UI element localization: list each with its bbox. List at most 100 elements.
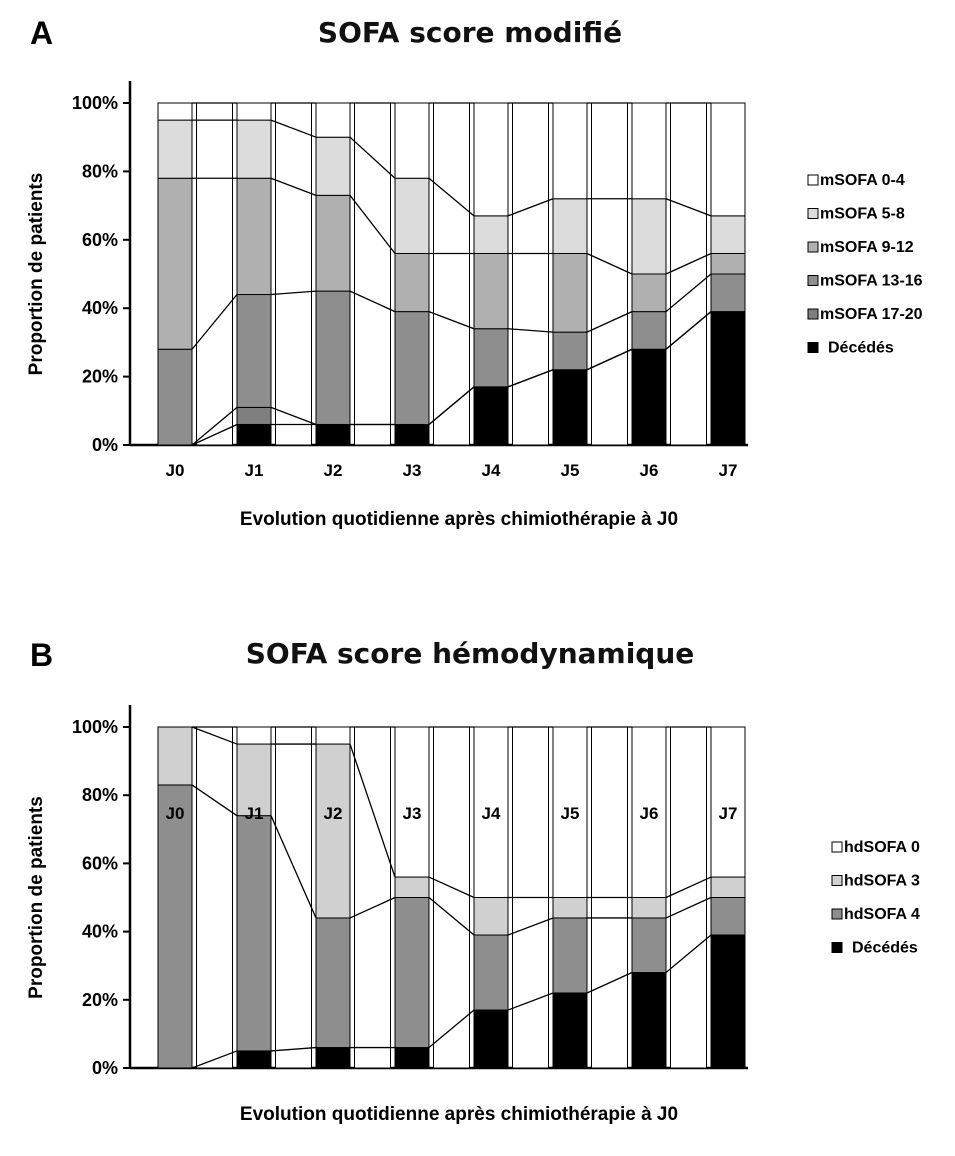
legend-label: Décédés bbox=[852, 940, 918, 957]
bar-segment bbox=[631, 198, 667, 275]
chart-panel-b: B SOFA score hémodynamique Proportion de p… bbox=[26, 637, 920, 1125]
bar-segment bbox=[394, 726, 430, 878]
bar-segment bbox=[473, 934, 509, 1011]
bar-segment bbox=[473, 328, 509, 388]
x-tick-label: J4 bbox=[482, 461, 501, 480]
bar-segment bbox=[394, 423, 430, 446]
bar-segment bbox=[631, 726, 667, 898]
legend-label: hdSOFA 4 bbox=[844, 906, 920, 923]
bar-segment bbox=[631, 972, 667, 1069]
gap-bar bbox=[670, 726, 707, 1069]
panel-letter: A bbox=[30, 15, 53, 51]
legend-swatch bbox=[807, 174, 819, 186]
x-tick-label: J0 bbox=[166, 461, 185, 480]
bar-segment bbox=[157, 784, 193, 1069]
bar-segment bbox=[236, 815, 272, 1052]
bar-segment bbox=[315, 743, 351, 919]
series-connector-line bbox=[586, 252, 633, 275]
legend-swatch bbox=[831, 875, 843, 886]
series-connector-line bbox=[586, 311, 633, 333]
bar-segment bbox=[631, 917, 667, 974]
series-connector-line bbox=[270, 1046, 317, 1052]
series-connector-line bbox=[428, 386, 475, 425]
bar-segment bbox=[394, 897, 430, 1049]
series-connector-line bbox=[428, 1009, 475, 1049]
bar-segment bbox=[552, 331, 588, 371]
y-tick-label: 80% bbox=[82, 161, 118, 181]
bar-segment bbox=[236, 294, 272, 408]
bar-segment bbox=[552, 102, 588, 200]
legend: hdSOFA 0 hdSOFA 3 hdSOFA 4 Décédés bbox=[831, 839, 920, 957]
gap-bar bbox=[275, 726, 312, 1069]
bar-segment bbox=[157, 177, 193, 350]
y-tick-label: 20% bbox=[82, 990, 118, 1010]
x-tick-label: J3 bbox=[403, 804, 422, 823]
gap-bar bbox=[591, 102, 628, 446]
bar-segment bbox=[473, 252, 509, 330]
series-connector-line bbox=[507, 917, 554, 936]
bar-segment bbox=[710, 273, 746, 313]
bar-segment bbox=[710, 252, 746, 275]
bar-segment bbox=[236, 1050, 272, 1069]
x-axis-label: Evolution quotidienne après chimiothérap… bbox=[240, 1104, 678, 1125]
bar-segment bbox=[473, 102, 509, 217]
legend-label: hdSOFA 0 bbox=[844, 839, 920, 856]
bar-segment bbox=[710, 311, 746, 446]
series-connector-line bbox=[428, 897, 475, 936]
series-connector-line bbox=[507, 369, 554, 388]
y-axis-label: Proportion de patients bbox=[26, 796, 47, 999]
legend-swatch bbox=[831, 942, 843, 953]
bar-segment bbox=[236, 406, 272, 425]
x-tick-label: J6 bbox=[640, 804, 659, 823]
bar-segment bbox=[394, 252, 430, 313]
series-connector-line bbox=[665, 896, 712, 919]
bar-segment bbox=[710, 726, 746, 878]
series-connector-line bbox=[507, 328, 554, 333]
bar-segment bbox=[473, 1009, 509, 1069]
series-connector-line bbox=[191, 1050, 238, 1069]
bar-segment bbox=[710, 876, 746, 898]
y-tick-label: 100% bbox=[72, 93, 118, 113]
x-tick-label: J0 bbox=[166, 804, 185, 823]
bar-segment bbox=[394, 1047, 430, 1069]
legend-swatch bbox=[807, 308, 819, 320]
gap-bar bbox=[433, 102, 470, 446]
series-connector-line bbox=[270, 290, 317, 296]
bar-segment bbox=[631, 897, 667, 919]
x-tick-label: J1 bbox=[245, 804, 264, 823]
chart-panel-a: A SOFA score modifié Proportion de patient… bbox=[26, 15, 923, 530]
series-connector-line bbox=[349, 896, 396, 919]
y-tick-label: 0% bbox=[92, 1058, 118, 1078]
legend-label: mSOFA 17-20 bbox=[820, 306, 923, 323]
x-tick-label: J2 bbox=[324, 461, 343, 480]
legend-label: mSOFA 0-4 bbox=[820, 172, 905, 189]
x-tick-label: J6 bbox=[640, 461, 659, 480]
series-connector-line bbox=[270, 119, 317, 138]
bar-segment bbox=[315, 917, 351, 1049]
series-connector-line bbox=[349, 743, 396, 878]
x-tick-label: J7 bbox=[719, 804, 738, 823]
chart-title: SOFA score modifié bbox=[318, 16, 622, 49]
gap-bar bbox=[275, 102, 312, 446]
bar-segment bbox=[552, 897, 588, 919]
series-connector-line bbox=[349, 194, 396, 254]
y-tick-label: 60% bbox=[82, 230, 118, 250]
bar-segment bbox=[552, 198, 588, 254]
bar-segment bbox=[236, 177, 272, 296]
y-tick-label: 0% bbox=[92, 435, 118, 455]
bar-segment bbox=[157, 102, 193, 121]
series-connector-line bbox=[428, 311, 475, 330]
legend-label: mSOFA 5-8 bbox=[820, 206, 905, 223]
series-connector-line bbox=[586, 971, 633, 994]
bar-segment bbox=[552, 726, 588, 898]
x-tick-label: J7 bbox=[719, 461, 738, 480]
legend-label: Décédés bbox=[828, 340, 894, 357]
x-tick-label: J5 bbox=[561, 461, 580, 480]
bar-segment bbox=[236, 423, 272, 446]
y-tick-label: 20% bbox=[82, 367, 118, 387]
bar-segment bbox=[552, 252, 588, 333]
series-connector-line bbox=[586, 348, 633, 371]
bar-segment bbox=[394, 177, 430, 254]
bar-segment bbox=[710, 934, 746, 1069]
series-connector-line bbox=[191, 406, 238, 446]
